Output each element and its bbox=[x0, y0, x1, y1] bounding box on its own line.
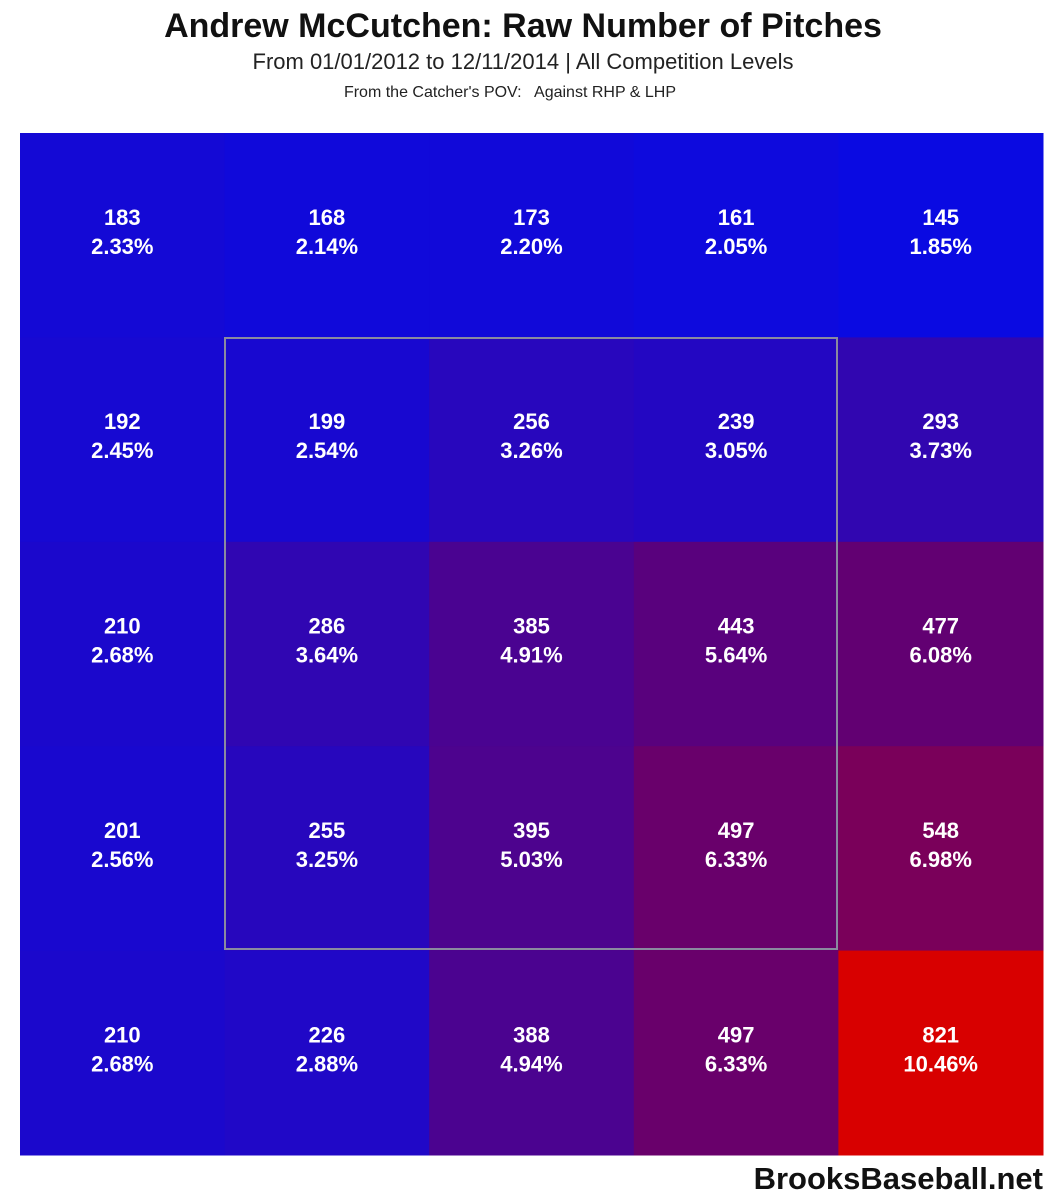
cell-percent: 10.46% bbox=[903, 1051, 978, 1076]
cell bbox=[633, 746, 839, 952]
cell-count: 210 bbox=[104, 614, 141, 639]
cell-percent: 2.68% bbox=[91, 1051, 153, 1076]
cell-count: 821 bbox=[922, 1022, 959, 1047]
cell-count: 497 bbox=[718, 818, 755, 843]
cell-count: 145 bbox=[922, 205, 959, 230]
cell-count: 293 bbox=[922, 409, 959, 434]
cell-count: 255 bbox=[309, 818, 346, 843]
cell bbox=[224, 950, 430, 1156]
cell-percent: 3.05% bbox=[705, 438, 767, 463]
cell-percent: 2.88% bbox=[296, 1051, 358, 1076]
cell bbox=[429, 950, 635, 1156]
cell-count: 286 bbox=[309, 614, 346, 639]
cell-count: 173 bbox=[513, 205, 550, 230]
cell-percent: 5.64% bbox=[705, 643, 767, 668]
chart-title: Andrew McCutchen: Raw Number of Pitches bbox=[164, 7, 882, 45]
cell-percent: 2.56% bbox=[91, 847, 153, 872]
cell-count: 192 bbox=[104, 409, 141, 434]
cell-count: 199 bbox=[309, 409, 346, 434]
cell bbox=[633, 541, 839, 747]
cell-percent: 5.03% bbox=[500, 847, 562, 872]
cell-percent: 2.54% bbox=[296, 438, 358, 463]
cell bbox=[224, 133, 430, 338]
cell-percent: 2.33% bbox=[91, 234, 153, 259]
cell-count: 168 bbox=[309, 205, 346, 230]
cell bbox=[20, 337, 226, 543]
cell bbox=[838, 133, 1044, 338]
chart-note: From the Catcher's POV: Against RHP & LH… bbox=[344, 84, 676, 101]
cell-count: 201 bbox=[104, 818, 141, 843]
cell-count: 183 bbox=[104, 205, 141, 230]
chart-subtitle: From 01/01/2012 to 12/11/2014 | All Comp… bbox=[253, 49, 794, 74]
cell-percent: 4.94% bbox=[500, 1051, 562, 1076]
cell-percent: 3.26% bbox=[500, 438, 562, 463]
cell-count: 443 bbox=[718, 614, 755, 639]
watermark: BrooksBaseball.net bbox=[754, 1161, 1043, 1196]
cell-count: 256 bbox=[513, 409, 550, 434]
cell-percent: 3.25% bbox=[296, 847, 358, 872]
cell bbox=[224, 541, 430, 747]
cell bbox=[838, 746, 1044, 952]
cell-percent: 2.20% bbox=[500, 234, 562, 259]
cell-percent: 3.64% bbox=[296, 643, 358, 668]
cell-percent: 6.33% bbox=[705, 847, 767, 872]
cell bbox=[20, 950, 226, 1156]
cell bbox=[838, 337, 1044, 543]
cell-percent: 4.91% bbox=[500, 643, 562, 668]
cell bbox=[633, 950, 839, 1156]
cell bbox=[20, 541, 226, 747]
cell-count: 161 bbox=[718, 205, 755, 230]
cell bbox=[429, 337, 635, 543]
cell-count: 210 bbox=[104, 1022, 141, 1047]
cell bbox=[20, 746, 226, 952]
cell bbox=[838, 541, 1044, 747]
cell-count: 548 bbox=[922, 818, 959, 843]
cell-count: 497 bbox=[718, 1022, 755, 1047]
cell-count: 226 bbox=[309, 1022, 346, 1047]
cell-count: 395 bbox=[513, 818, 550, 843]
cell-percent: 6.33% bbox=[705, 1051, 767, 1076]
cell-count: 385 bbox=[513, 614, 550, 639]
cell bbox=[224, 746, 430, 952]
strike-zone bbox=[224, 337, 838, 950]
cell-percent: 1.85% bbox=[910, 234, 972, 259]
cell-percent: 3.73% bbox=[910, 438, 972, 463]
cell bbox=[633, 133, 839, 338]
cell bbox=[429, 746, 635, 952]
cell-percent: 2.45% bbox=[91, 438, 153, 463]
cell-count: 388 bbox=[513, 1022, 550, 1047]
heatmap: 183 2.33% 168 2.14% 173 2.20% 161 2.05% 145 1.85%… bbox=[20, 133, 1044, 1156]
cell bbox=[838, 950, 1044, 1156]
cell-percent: 2.14% bbox=[296, 234, 358, 259]
cell-count: 239 bbox=[718, 409, 755, 434]
cell-percent: 2.05% bbox=[705, 234, 767, 259]
cell-percent: 2.68% bbox=[91, 643, 153, 668]
cell bbox=[633, 337, 839, 543]
cell bbox=[429, 133, 635, 338]
cell-percent: 6.98% bbox=[910, 847, 972, 872]
cell bbox=[20, 133, 226, 338]
cell-percent: 6.08% bbox=[910, 643, 972, 668]
cell-count: 477 bbox=[922, 614, 959, 639]
cell bbox=[224, 337, 430, 543]
cell bbox=[429, 541, 635, 747]
